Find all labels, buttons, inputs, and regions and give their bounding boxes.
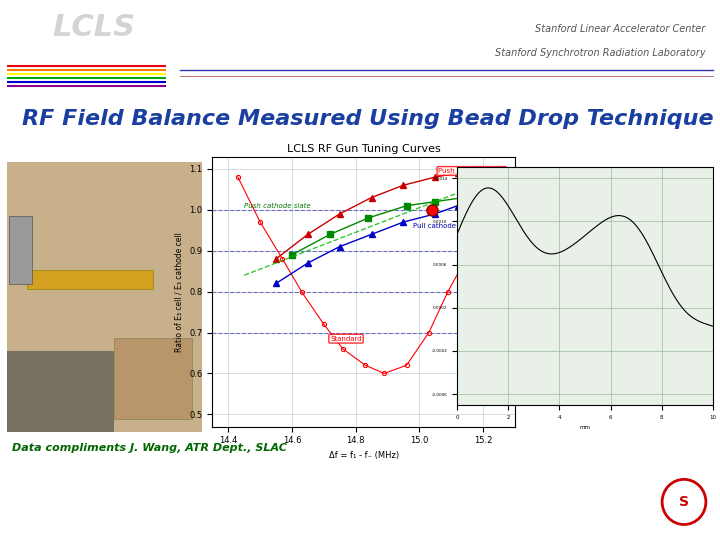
Text: 4: 4: [320, 498, 328, 512]
Text: Stanford Synchrotron Radiation Laboratory: Stanford Synchrotron Radiation Laborator…: [495, 49, 706, 58]
Title: LCLS RF Gun Tuning Curves: LCLS RF Gun Tuning Curves: [287, 144, 441, 154]
Text: RF Gun Fabrication & Testing: RF Gun Fabrication & Testing: [7, 517, 168, 528]
Text: Data compliments J. Wang, ATR Dept., SLAC: Data compliments J. Wang, ATR Dept., SLA…: [12, 443, 287, 453]
Bar: [27, 270, 153, 289]
Text: Stanford Linear Accelerator Center: Stanford Linear Accelerator Center: [536, 24, 706, 34]
Text: David H. Dowell: David H. Dowell: [518, 482, 607, 492]
Bar: [7, 351, 114, 432]
Text: Pull cathode slate: Pull cathode slate: [413, 223, 475, 229]
Text: LCLS FAC  October 12, 2006: LCLS FAC October 12, 2006: [7, 482, 163, 492]
X-axis label: Δf = f₁ - f₋ (MHz): Δf = f₁ - f₋ (MHz): [328, 451, 399, 460]
Text: Standard: Standard: [330, 336, 362, 342]
Text: dowell@slac.stanford.edu: dowell@slac.stanford.edu: [518, 517, 662, 528]
Y-axis label: Ratio of E₃ cell / E₃ cathode cell: Ratio of E₃ cell / E₃ cathode cell: [175, 232, 184, 352]
Bar: [9, 216, 32, 284]
Text: Push cathode slate: Push cathode slate: [244, 202, 311, 209]
X-axis label: mm: mm: [580, 426, 590, 430]
Text: LCLS: LCLS: [52, 13, 135, 42]
Bar: [114, 338, 192, 418]
Text: RF Field Balance Measured Using Bead Drop Technique: RF Field Balance Measured Using Bead Dro…: [22, 109, 714, 129]
Text: S: S: [679, 495, 689, 509]
Text: Push cathode plate: Push cathode plate: [438, 168, 505, 174]
